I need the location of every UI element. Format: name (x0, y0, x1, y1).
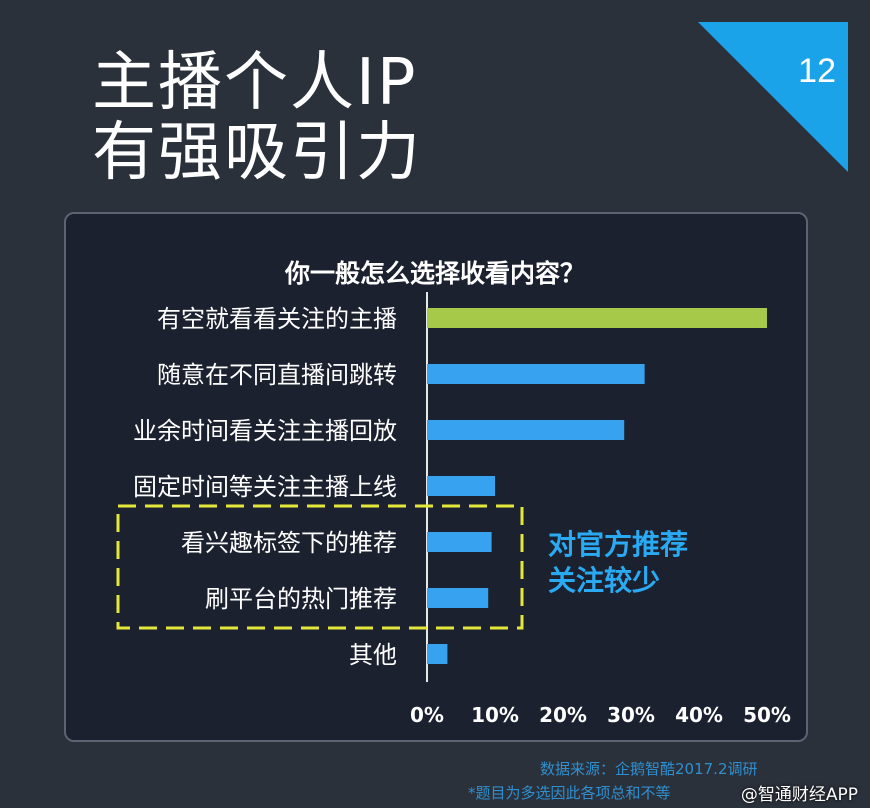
annotation-line1: 对官方推荐 (548, 528, 689, 561)
category-label: 刷平台的热门推荐 (205, 585, 397, 613)
bar (427, 644, 448, 664)
bar (427, 420, 625, 440)
x-tick-label: 30% (607, 703, 655, 727)
x-tick-label: 10% (471, 703, 519, 727)
category-label: 看兴趣标签下的推荐 (181, 529, 397, 557)
slide-title: 主播个人IP 有强吸引力 (92, 48, 422, 188)
category-label: 业余时间看关注主播回放 (133, 417, 397, 445)
data-source: 数据来源：企鹅智酷2017.2调研 (540, 760, 758, 778)
highlight-box (116, 504, 524, 630)
annotation-line2: 关注较少 (548, 564, 661, 597)
x-tick-label: 50% (743, 703, 791, 727)
slide-title-line2: 有强吸引力 (92, 116, 422, 190)
category-label: 随意在不同直播间跳转 (157, 361, 397, 389)
bar (427, 588, 489, 608)
bar (427, 532, 492, 552)
x-tick-label: 0% (410, 703, 444, 727)
chart-annotation: 对官方推荐 关注较少 (548, 527, 688, 599)
category-label: 其他 (349, 641, 397, 669)
category-label: 固定时间等关注主播上线 (133, 473, 397, 501)
x-tick-label: 20% (539, 703, 587, 727)
category-label: 有空就看看关注的主播 (157, 305, 397, 333)
bar (427, 364, 645, 384)
bar (427, 308, 767, 328)
page-number: 12 (798, 52, 836, 90)
footnote: *题目为多选因此各项总和不等 (468, 784, 671, 802)
corner-triangle-icon (698, 22, 848, 172)
page-corner-badge (698, 22, 848, 172)
chart-title: 你一般怎么选择收看内容？ (284, 259, 585, 288)
slide-title-line1: 主播个人IP (92, 46, 418, 120)
x-tick-label: 40% (675, 703, 723, 727)
watermark: @智通财经APP (740, 785, 858, 805)
bar (427, 476, 495, 496)
